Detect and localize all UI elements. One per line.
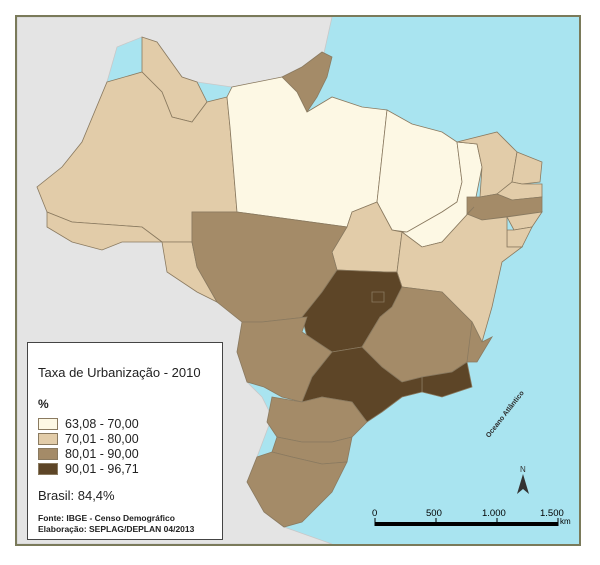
- state-PR: [266, 396, 368, 443]
- legend-box: Taxa de Urbanização - 2010 % 63,08 - 70,…: [27, 342, 223, 540]
- scale-tick-1000: 1.000: [482, 508, 506, 519]
- map-frame: N 0 500 1.000 1.500 km Oceano Atlântico …: [15, 15, 581, 546]
- scale-tick-500: 500: [426, 508, 442, 519]
- north-arrow: N: [517, 465, 529, 494]
- legend-swatch: [38, 418, 58, 430]
- north-label: N: [520, 465, 526, 474]
- scale-tick-1500: 1.500: [540, 508, 564, 519]
- state-ES: [466, 320, 494, 363]
- legend-class-label: 63,08 - 70,00: [65, 417, 139, 431]
- legend-class-label: 90,01 - 96,71: [65, 462, 139, 476]
- legend-class-1: 63,08 - 70,00: [38, 417, 139, 431]
- scale-tick-0: 0: [372, 508, 377, 519]
- state-RN: [511, 151, 543, 185]
- scale-bar: 0 500 1.000 1.500 km: [372, 508, 571, 526]
- source-text: Fonte: IBGE - Censo Demográfico: [38, 513, 175, 523]
- brazil-map: N 0 500 1.000 1.500 km: [17, 17, 579, 544]
- legend-title: Taxa de Urbanização - 2010: [38, 365, 201, 380]
- legend-swatch: [38, 448, 58, 460]
- state-DF: [371, 291, 385, 303]
- legend-class-3: 80,01 - 90,00: [38, 447, 139, 461]
- legend-swatch: [38, 433, 58, 445]
- legend-class-2: 70,01 - 80,00: [38, 432, 139, 446]
- state-RS: [246, 451, 348, 528]
- scale-unit: km: [560, 517, 571, 526]
- legend-class-label: 80,01 - 90,00: [65, 447, 139, 461]
- legend-unit: %: [38, 397, 49, 411]
- legend-class-4: 90,01 - 96,71: [38, 462, 139, 476]
- legend-swatch: [38, 463, 58, 475]
- brasil-average: Brasil: 84,4%: [38, 488, 115, 503]
- legend-class-label: 70,01 - 80,00: [65, 432, 139, 446]
- credit-text: Elaboração: SEPLAG/DEPLAN 04/2013: [38, 524, 195, 534]
- state-AC: [46, 211, 164, 251]
